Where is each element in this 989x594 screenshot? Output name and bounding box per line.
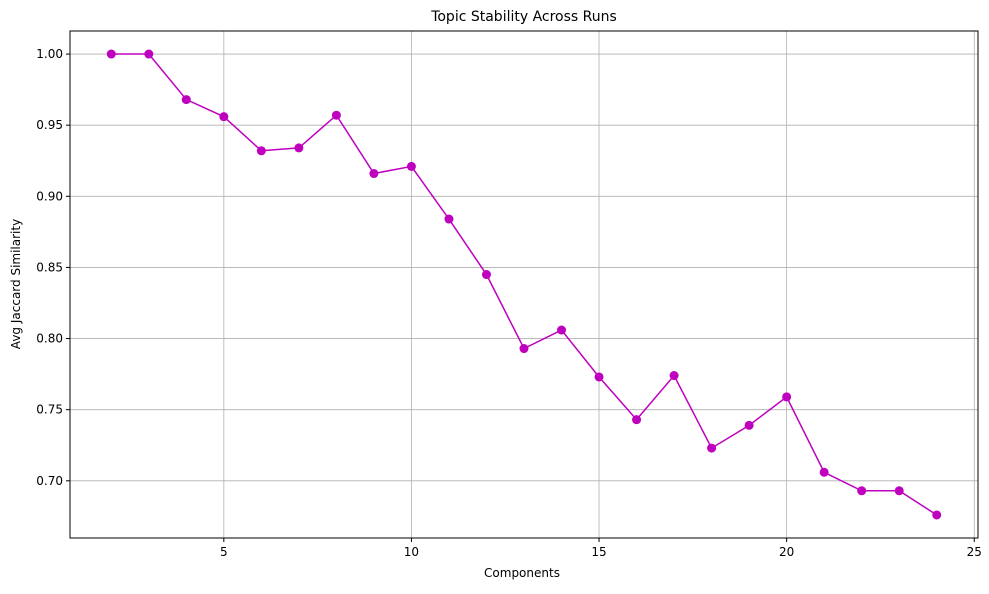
point (707, 443, 717, 453)
y-tick-label: 1.00 (36, 47, 63, 61)
y-tick-label: 0.85 (36, 260, 63, 274)
x-tick-label: 5 (220, 545, 228, 559)
x-tick-label: 25 (967, 545, 982, 559)
y-axis-label: Avg Jaccard Similarity (9, 219, 23, 349)
point (294, 143, 304, 153)
point (256, 146, 266, 156)
point (481, 270, 491, 280)
x-tick-label: 20 (779, 545, 794, 559)
point (594, 372, 604, 382)
point (782, 392, 792, 402)
point (632, 415, 642, 425)
point (519, 344, 529, 354)
x-tick-label: 10 (404, 545, 419, 559)
point (444, 214, 454, 224)
y-tick-label: 0.80 (36, 332, 63, 346)
y-tick-label: 0.90 (36, 189, 63, 203)
point (669, 371, 679, 381)
point (144, 49, 154, 59)
line (111, 53, 938, 516)
x-axis-label: Components (484, 566, 560, 580)
x-tick-label: 15 (591, 545, 606, 559)
y-tick-label: 0.70 (36, 474, 63, 488)
plot-frame (69, 30, 979, 539)
point (819, 467, 829, 477)
chart-title: Topic Stability Across Runs (430, 9, 617, 25)
point (219, 112, 229, 122)
point (106, 49, 116, 59)
point (932, 510, 942, 520)
point (857, 486, 867, 496)
point (181, 95, 191, 105)
point (406, 161, 416, 171)
point (894, 486, 904, 496)
y-tick-label: 0.75 (36, 403, 63, 417)
point (744, 420, 754, 430)
point (331, 110, 341, 120)
y-tick-label: 0.95 (36, 118, 63, 132)
point (557, 325, 567, 335)
point (369, 169, 379, 179)
